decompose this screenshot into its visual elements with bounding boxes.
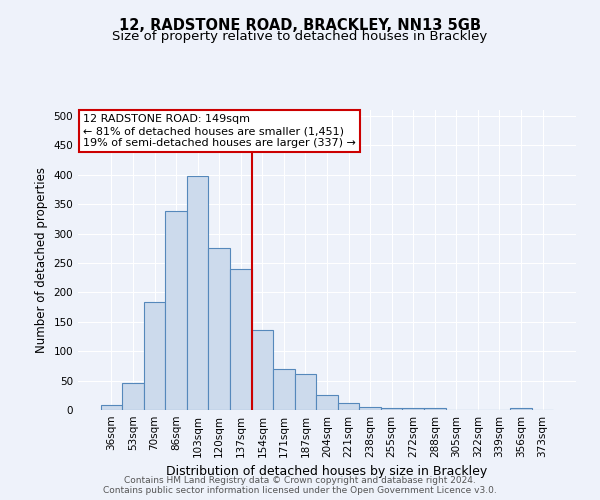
Bar [510, 408, 532, 410]
X-axis label: Distribution of detached houses by size in Brackley: Distribution of detached houses by size … [166, 466, 488, 478]
Text: Size of property relative to detached houses in Brackley: Size of property relative to detached ho… [112, 30, 488, 43]
Bar [230, 269, 251, 410]
Bar [316, 396, 338, 410]
Text: 12 RADSTONE ROAD: 149sqm
← 81% of detached houses are smaller (1,451)
19% of sem: 12 RADSTONE ROAD: 149sqm ← 81% of detach… [83, 114, 356, 148]
Bar [122, 383, 144, 410]
Text: Contains HM Land Registry data © Crown copyright and database right 2024.: Contains HM Land Registry data © Crown c… [124, 476, 476, 485]
Bar [295, 374, 316, 410]
Bar [359, 407, 381, 410]
Bar [251, 330, 273, 410]
Bar [208, 248, 230, 410]
Text: Contains public sector information licensed under the Open Government Licence v3: Contains public sector information licen… [103, 486, 497, 495]
Bar [403, 408, 424, 410]
Bar [273, 369, 295, 410]
Bar [144, 302, 166, 410]
Text: 12, RADSTONE ROAD, BRACKLEY, NN13 5GB: 12, RADSTONE ROAD, BRACKLEY, NN13 5GB [119, 18, 481, 32]
Y-axis label: Number of detached properties: Number of detached properties [35, 167, 48, 353]
Bar [166, 211, 187, 410]
Bar [381, 408, 403, 410]
Bar [338, 403, 359, 410]
Bar [187, 176, 208, 410]
Bar [424, 408, 446, 410]
Bar [101, 406, 122, 410]
